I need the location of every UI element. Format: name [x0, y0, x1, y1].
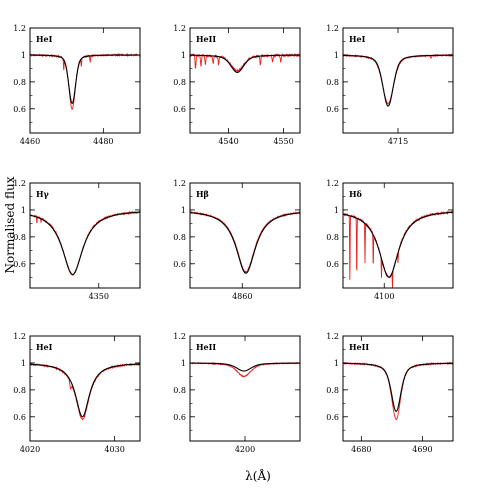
panel-frame	[29, 335, 141, 442]
spectral-line-label: Hδ	[349, 189, 363, 199]
model-spectrum-line	[190, 212, 300, 274]
y-tick-label: 1	[181, 51, 186, 60]
spectrum-panel: 0.6 0.8 1 1.2 4460 4480 HeI	[13, 24, 141, 146]
y-tick-label: 1.2	[13, 332, 26, 341]
model-spectrum-line	[343, 54, 453, 107]
observed-spectrum-line	[343, 210, 453, 288]
y-tick-label: 0.8	[173, 233, 186, 242]
y-tick-label: 0.8	[173, 386, 186, 395]
y-tick-label: 0.6	[13, 413, 26, 422]
spectral-line-label: HeI	[349, 34, 366, 44]
spectrum-panel: 0.6 0.8 1 1.2 4540 4550 HeII	[173, 24, 301, 146]
y-tick-label: 0.8	[326, 233, 339, 242]
y-tick-label: 1.2	[326, 179, 339, 188]
observed-spectrum-line	[30, 52, 140, 110]
x-tick-label: 4690	[412, 445, 432, 454]
panel-frame	[189, 182, 301, 289]
y-tick-label: 1.2	[326, 332, 339, 341]
spectral-line-label: Hγ	[36, 189, 50, 199]
y-tick-label: 0.6	[13, 260, 26, 269]
y-tick-label: 0.6	[326, 260, 339, 269]
spectral-line-label: HeII	[196, 34, 216, 44]
x-axis-title: λ(Å)	[245, 468, 271, 483]
y-tick-label: 0.8	[326, 78, 339, 87]
panel-frame	[29, 27, 141, 134]
y-tick-label: 1	[21, 206, 26, 215]
spectrum-panel: 0.6 0.8 1 1.2 4680 4690 HeII	[326, 332, 454, 454]
spectrum-panel: 0.6 0.8 1 1.2 4860 Hβ	[173, 179, 301, 301]
spectral-line-label: HeII	[196, 342, 216, 352]
panel-frame	[189, 27, 301, 134]
y-tick-label: 1.2	[13, 179, 26, 188]
model-spectrum-line	[190, 362, 300, 372]
x-tick-label: 4200	[235, 445, 255, 454]
x-tick-label: 4715	[388, 137, 408, 146]
spectrum-panel: 0.6 0.8 1 1.2 4350 Hγ	[13, 179, 141, 301]
spectral-line-label: HeII	[349, 342, 369, 352]
model-spectrum-line	[343, 211, 453, 278]
observed-spectrum-line	[343, 361, 453, 421]
x-tick-label: 4350	[89, 292, 109, 301]
y-tick-label: 1.2	[173, 179, 186, 188]
y-tick-label: 0.8	[173, 78, 186, 87]
y-tick-label: 0.6	[326, 105, 339, 114]
panel-frame	[342, 335, 454, 442]
spectral-line-label: HeI	[36, 342, 53, 352]
spectrum-panel: 0.6 0.8 1 1.2 4715 HeI	[326, 24, 454, 146]
x-tick-label: 4460	[20, 137, 40, 146]
y-tick-label: 1	[181, 206, 186, 215]
y-axis-title: Normalised flux	[3, 176, 17, 273]
y-tick-label: 0.6	[173, 105, 186, 114]
y-tick-label: 0.8	[13, 233, 26, 242]
y-tick-label: 1	[21, 359, 26, 368]
y-tick-label: 0.6	[13, 105, 26, 114]
panel-grid: 0.6 0.8 1 1.2 4460 4480 HeI 0.6 0.8 1 1.2 4540 4550 H…	[13, 24, 454, 454]
y-tick-label: 1	[181, 359, 186, 368]
y-tick-label: 0.8	[13, 386, 26, 395]
model-spectrum-line	[343, 362, 453, 412]
x-tick-label: 4550	[273, 137, 293, 146]
spectrum-panel: 0.6 0.8 1 1.2 4100 Hδ	[326, 179, 454, 301]
y-tick-label: 0.8	[13, 78, 26, 87]
y-tick-label: 1	[334, 359, 339, 368]
y-tick-label: 1	[21, 51, 26, 60]
observed-spectrum-line	[190, 52, 300, 73]
y-tick-label: 0.8	[326, 386, 339, 395]
y-tick-label: 1.2	[326, 24, 339, 33]
y-tick-label: 0.6	[326, 413, 339, 422]
observed-spectrum-line	[343, 52, 453, 105]
y-tick-label: 1	[334, 206, 339, 215]
x-tick-label: 4020	[20, 445, 40, 454]
y-tick-label: 1	[334, 51, 339, 60]
x-tick-label: 4100	[374, 292, 394, 301]
model-spectrum-line	[30, 54, 140, 105]
y-tick-label: 0.6	[173, 260, 186, 269]
x-tick-label: 4480	[93, 137, 113, 146]
spectrum-panel: 0.6 0.8 1 1.2 4020 4030 HeI	[13, 332, 141, 454]
x-tick-label: 4860	[232, 292, 252, 301]
model-spectrum-line	[30, 211, 140, 276]
y-tick-label: 1.2	[173, 24, 186, 33]
model-spectrum-line	[190, 54, 300, 73]
spectral-line-label: Hβ	[196, 189, 209, 199]
observed-spectrum-line	[190, 211, 300, 274]
observed-spectrum-line	[190, 361, 300, 378]
y-tick-label: 1.2	[13, 24, 26, 33]
x-tick-label: 4680	[351, 445, 371, 454]
y-tick-label: 0.6	[173, 413, 186, 422]
panel-frame	[29, 182, 141, 289]
model-spectrum-line	[30, 363, 140, 418]
x-tick-label: 4540	[218, 137, 238, 146]
panel-frame	[342, 182, 454, 289]
x-tick-label: 4030	[104, 445, 124, 454]
spectral-line-label: HeI	[36, 34, 53, 44]
y-tick-label: 1.2	[173, 332, 186, 341]
spectrum-panel: 0.6 0.8 1 1.2 4200 HeII	[173, 332, 301, 454]
